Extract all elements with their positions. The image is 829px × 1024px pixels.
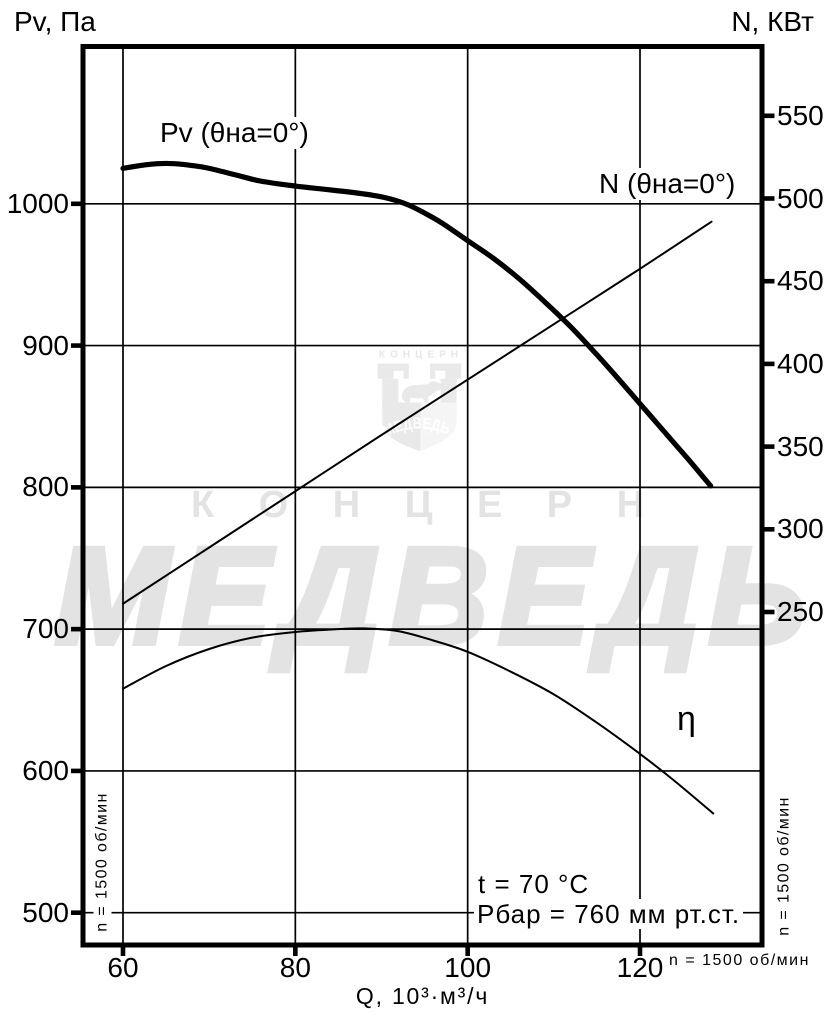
n-curve [122, 220, 713, 605]
watermark-shield-light-half [420, 402, 457, 451]
x-tick-label: 120 [616, 952, 664, 983]
left-tick-label: 800 [22, 471, 69, 503]
left-tick-label: 900 [22, 329, 69, 361]
x-axis-title-text: Q, 10³·м³/ч [355, 983, 490, 1009]
pv-curve [120, 160, 714, 489]
watermark-stem-left [382, 378, 399, 404]
right-tick-label: 500 [777, 182, 824, 214]
watermark-bear [401, 381, 443, 403]
watermark-brand-main: МЕДВЕДЬ [52, 520, 816, 673]
watermark-logo: КОНЦЕРН МЕДВЕДЬ [377, 350, 463, 451]
x-tick-label: 60 [107, 952, 139, 983]
annotation-speed-left: n = 1500 об/мин [93, 784, 112, 940]
right-tick-label: 550 [777, 99, 824, 131]
x-axis-title: Q, 10³·м³/ч [83, 985, 762, 1008]
left-tick-label: 700 [22, 613, 69, 645]
x-tick-label: 100 [444, 952, 492, 983]
left-tick-label: 1000 [6, 187, 69, 219]
right-axis-title: N, КВт [731, 6, 814, 37]
watermark-logo-top-text: КОНЦЕРН [379, 350, 463, 361]
x-tick-label: 80 [279, 952, 311, 983]
curves [120, 160, 715, 815]
curve-label-eta: η [675, 700, 698, 738]
annotation-temperature: t = 70 °C [475, 869, 593, 899]
curve-label-n: N (θна=0°) [595, 168, 740, 200]
plot-border [80, 44, 765, 948]
right-tick-label: 250 [777, 596, 824, 627]
right-tick-label: 450 [777, 265, 824, 297]
right-tick-label: 350 [777, 430, 824, 462]
watermark-brand-top: КОНЦЕРН [191, 484, 689, 526]
axis-ticks [71, 113, 775, 956]
curve-label-pv: Pv (θна=0°) [156, 117, 313, 149]
watermark-tower-left [377, 363, 409, 379]
right-tick-label: 300 [777, 513, 824, 545]
left-tick-label: 600 [22, 754, 69, 786]
right-tick-label: 400 [777, 347, 824, 379]
annotation-speed-right: n = 1500 об/мин [775, 788, 794, 944]
annotation-speed-bottom: n = 1500 об/мин [669, 952, 810, 969]
annotation-pressure: Рбар = 760 мм рт.ст. [474, 899, 744, 929]
watermark-tower-right [430, 363, 462, 379]
eta-curve [122, 627, 715, 815]
left-tick-label: 500 [22, 896, 69, 928]
left-axis-title: Pv, Па [14, 6, 96, 37]
